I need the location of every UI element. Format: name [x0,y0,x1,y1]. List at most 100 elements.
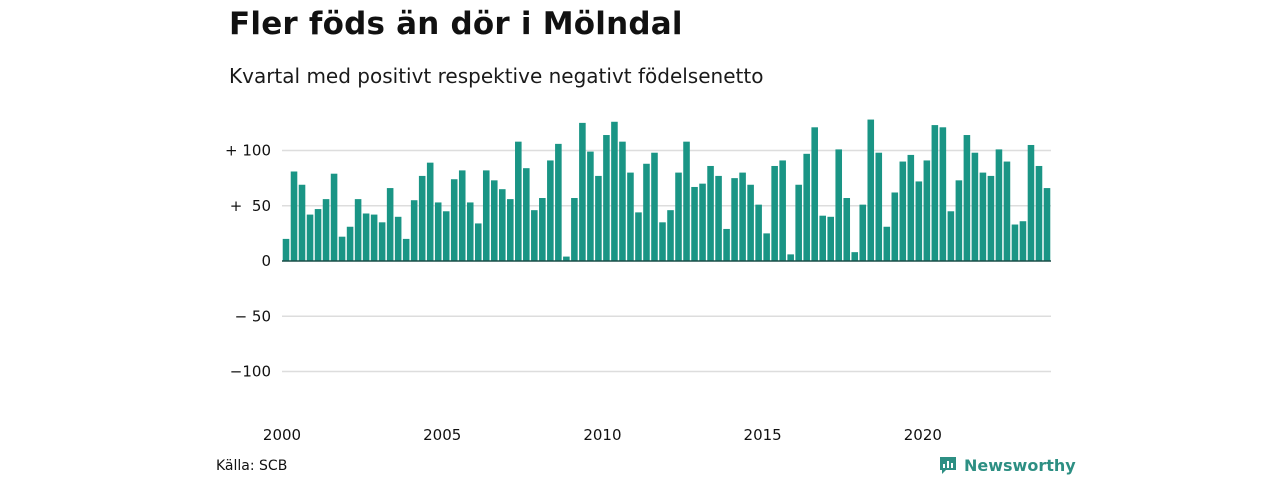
bar [547,160,554,261]
bar [891,192,899,261]
bar [699,183,706,261]
bar [587,151,594,261]
bar [651,152,658,261]
bar [691,186,698,261]
bar [739,172,746,261]
bar [635,212,642,261]
bar [322,199,330,261]
bar [755,204,762,261]
bar [1043,188,1051,261]
bar [731,178,738,262]
axes: + 100 + 50 0 − 50 −100 2000 2005 2010 2015 2020 [225,142,1051,444]
bar [338,236,346,261]
source-note: Källa: SCB [216,458,288,474]
brand-name: Newsworthy [964,455,1076,475]
bar [771,165,778,261]
bar [779,160,786,261]
bar [458,170,466,261]
bar [515,141,522,261]
bar [931,125,939,261]
chart-subtitle: Kvartal med positivt respektive negativt… [229,64,764,88]
bar [787,254,794,261]
bar [290,171,298,261]
chart-title: Fler föds än dör i Mölndal [229,6,683,42]
bar [450,179,458,261]
bar [499,189,506,262]
bar [923,160,931,261]
bar [426,162,434,261]
bar [434,202,442,261]
bar [971,152,979,261]
bar [659,222,666,261]
bar [715,175,722,261]
bar [346,226,354,262]
bar [611,121,618,262]
bar [370,214,378,261]
bar [394,216,402,261]
bar [490,180,498,261]
bar [811,127,818,261]
bar [362,213,370,262]
bars [282,119,1051,262]
bar [627,172,634,261]
newsworthy-logo-icon [940,457,956,474]
x-tick-label: 2000 [263,426,301,444]
bar [563,256,570,261]
bar [763,233,770,262]
bar [418,175,426,261]
brand-logo: Newsworthy [938,455,1076,475]
bar [675,172,682,261]
bar [979,172,987,261]
bar [819,215,826,261]
bar [803,153,810,261]
y-tick-label: −100 [230,363,271,381]
bar [466,202,474,261]
x-tick-label: 2005 [423,426,461,444]
bar [531,210,538,261]
bar [579,122,586,262]
bar [410,200,418,261]
y-tick-label: + 100 [225,142,271,160]
bar [282,238,290,261]
bar [667,210,674,261]
bar [1019,221,1027,261]
bar [995,149,1003,261]
bar [1011,224,1019,261]
bar [859,204,867,261]
bar [386,188,394,261]
bar [963,135,971,261]
bar [795,184,802,261]
bar [474,223,482,261]
bar [507,199,514,261]
bar [947,211,955,262]
bar [955,180,963,261]
gridlines [282,149,1051,373]
bar [314,209,322,261]
bar [402,238,410,261]
bar [1035,165,1043,261]
bar [523,168,530,261]
bar [378,222,386,261]
bar [1003,161,1011,261]
bar [835,149,843,261]
bar [851,252,859,261]
bar [482,170,490,261]
y-tick-label: − 50 [235,307,271,325]
y-tick-label: 0 [261,252,271,270]
x-tick-label: 2020 [904,426,942,444]
bar [330,173,338,261]
bar [867,119,875,261]
bar [603,135,610,261]
bar [875,152,883,261]
bar [298,184,306,261]
y-tick-label: + 50 [230,197,271,215]
bar [723,228,730,261]
bar [915,181,923,261]
bar [643,163,650,261]
bar [442,211,450,262]
x-tick-label: 2010 [583,426,621,444]
bar [683,141,690,261]
bar [354,199,362,261]
bar [907,154,915,261]
